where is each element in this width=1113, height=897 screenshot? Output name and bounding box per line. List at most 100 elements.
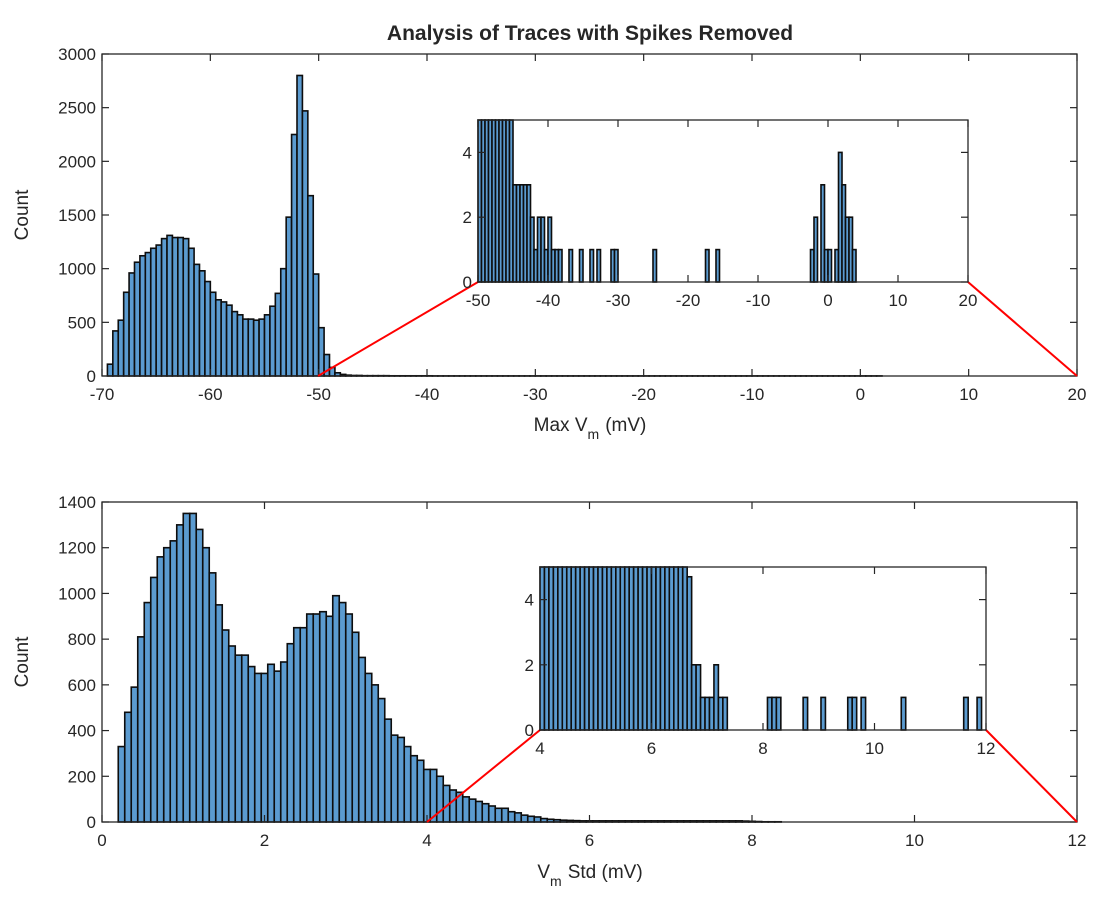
max-vm-inset-ticks: -50 -40 -30 -20 -10 0 10 20 0 2 4 [463,120,978,310]
vm-std-inset-y-tick-label: 2 [525,656,534,675]
max-vm-bar [317,326,325,377]
max-vm-x-label-unit: (mV) [605,415,646,436]
max-vm-inset-frame [477,119,969,283]
vm-std-y-tick-label: 0 [87,813,96,832]
max-vm-x-tick-label: -40 [415,385,440,404]
vm-std-inset-y-tick-label: 4 [525,591,534,610]
vm-std-bar [156,556,165,823]
figure-title: Analysis of Traces with Spikes Removed [387,22,793,45]
vm-std-bar [520,814,529,823]
max-vm-inset-x-tick-label: 20 [959,291,978,310]
vm-std-y-tick-label: 1400 [58,493,96,512]
vm-std-bar [182,512,191,823]
vm-std-bar [299,626,308,823]
vm-std-inset-bar [722,696,729,731]
vm-std-inset-ticks: 4 6 8 10 12 0 2 4 [525,567,996,758]
vm-std-inset-bar [775,696,782,731]
vm-std-y-tick-label: 600 [68,676,96,695]
vm-std-bar [214,604,224,823]
max-vm-zoom-line-right [967,281,1078,377]
max-vm-inset-bar [589,248,595,283]
vm-std-bar [325,615,334,823]
max-vm-y-tick-label: 3000 [58,45,96,64]
max-vm-histogram: -70 -60 -50 -40 -30 -20 -10 0 10 2005001000150020… [12,45,1086,442]
vm-std-bar [364,672,373,823]
max-vm-bar [252,319,260,377]
vm-std-x-tick-label: 4 [422,831,431,850]
max-vm-inset-x-tick-label: -20 [676,291,701,310]
max-vm-y-tick-label: 2500 [58,99,96,118]
vm-std-bar [318,610,328,823]
vm-std-bar [247,665,256,823]
max-vm-x-tick-label: 0 [856,385,865,404]
max-vm-inset-bar [813,216,819,283]
max-vm-x-tick-label: -50 [306,385,331,404]
vm-std-bar [468,798,477,823]
max-vm-bar [171,236,179,377]
max-vm-x-label-sub: m [588,426,600,442]
vm-std-bars [117,512,783,823]
max-vm-bar [204,280,212,377]
vm-std-ticks: 0 2 4 6 8 10 12 0 200 400 600 800 1000 1200 1400 [58,493,1086,850]
max-vm-bar [225,304,233,377]
vm-std-y-label: Count [12,636,33,687]
max-vm-bar [236,314,244,377]
vm-std-bar [149,576,159,823]
max-vm-bar [177,236,185,377]
vm-std-bar [513,812,523,823]
max-vm-inset-x-tick-label: -50 [466,291,491,310]
vm-std-bar [143,601,152,823]
vm-std-inset-bar [860,696,867,731]
vm-std-y-tick-label: 1000 [58,584,96,603]
max-vm-inset-bar [557,248,563,283]
vm-std-bar [292,626,302,823]
vm-std-bar [494,807,503,823]
vm-std-inset-x-tick-label: 6 [647,739,656,758]
max-vm-bar [247,318,255,377]
max-vm-inset-x-tick-label: -40 [536,291,561,310]
max-vm-bar [133,261,141,377]
max-vm-bar [182,237,190,377]
vm-std-bar [390,734,399,823]
max-vm-inset-bar [578,248,584,283]
vm-std-inset-x-tick-label: 10 [865,739,884,758]
max-vm-bar [160,237,168,377]
max-vm-bar [296,74,304,377]
vm-std-bar [507,810,516,823]
max-vm-bar [166,234,174,377]
max-vm-y-tick-label: 500 [68,313,96,332]
max-vm-x-tick-label: 20 [1068,385,1087,404]
vm-std-bar [195,528,204,823]
vm-std-bar [448,789,458,823]
vm-std-y-tick-label: 1200 [58,539,96,558]
vm-std-x-label-unit: Std (mV) [568,862,643,883]
max-vm-inset-y-tick-label: 4 [463,143,472,162]
max-vm-y-tick-label: 2000 [58,152,96,171]
vm-std-inset-bar [820,696,827,731]
max-vm-x-label-main: Max V [534,415,588,436]
max-vm-bar [187,247,195,377]
vm-std-bar [526,815,536,823]
max-vm-inset-x-tick-label: -30 [606,291,631,310]
max-vm-x-label: Max Vm (mV) [534,415,647,442]
vm-std-bar [169,540,178,823]
max-vm-inset-x-tick-label: -10 [746,291,771,310]
max-vm-inset-x-tick-label: 0 [823,291,832,310]
vm-std-y-tick-label: 800 [68,630,96,649]
vm-std-histogram: 0 2 4 6 8 10 12 0 200 400 600 800 1000 1200 1400 Count… [12,493,1086,889]
vm-std-bar [377,697,386,823]
vm-std-inset-bar [900,696,907,731]
max-vm-bar [112,330,120,377]
vm-std-inset-x-tick-label: 12 [977,739,996,758]
max-vm-bar [122,291,130,377]
vm-std-inset-x-tick-label: 8 [758,739,767,758]
vm-std-bar [227,645,237,823]
max-vm-bar [193,263,201,377]
vm-std-bar [201,546,211,823]
vm-std-bar [279,661,289,823]
max-vm-x-tick-label: -60 [198,385,223,404]
max-vm-inset-y-tick-label: 2 [463,208,472,227]
vm-std-bar [266,663,276,823]
max-vm-x-tick-label: -30 [523,385,548,404]
max-vm-bar [301,110,309,377]
